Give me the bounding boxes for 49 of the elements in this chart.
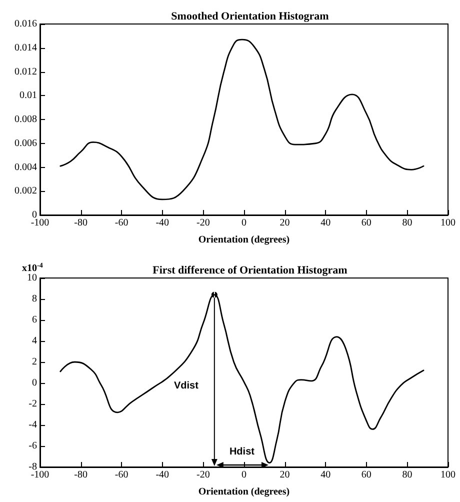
y-tick-label: 0.01 [20,90,37,102]
x-tick-label: -60 [114,218,128,228]
line-series [60,38,424,200]
x-tick-label: 80 [402,218,412,228]
y-tick-label: 0.016 [14,18,37,30]
chart-title: Smoothed Orientation Histogram [171,10,329,22]
y-tick-label: 8 [32,294,37,304]
x-tick-label: -80 [74,470,88,480]
y-tick-label: -4 [28,420,37,430]
x-tick-label: 100 [440,218,456,228]
y-tick-label: 2 [32,356,37,368]
x-tick-label: -20 [196,470,210,480]
y-tick-label: 4 [32,336,37,346]
y-tick-label: -8 [28,462,37,472]
y-tick-label: 0.008 [14,114,37,125]
y-tick-label: 6 [32,314,37,326]
y-tick-label: 10 [27,272,37,284]
x-tick-label: 80 [402,470,412,480]
annotation: Vdist [174,380,200,392]
y-tick-label: 0.002 [14,186,37,197]
annotation: Hdist [229,446,256,458]
x-tick-label: -100 [30,218,50,228]
x-tick-label: 60 [361,218,372,228]
x-tick-label: 60 [361,470,372,480]
x-tick-label: 20 [280,470,290,480]
x-tick-label: 40 [320,470,331,480]
y-tick-label: 0.006 [14,138,37,149]
x-tick-label: -20 [196,218,210,228]
chart-title: First difference of Orientation Histogram [152,264,348,276]
y-tick-label: 0 [32,210,37,220]
y-tick-label: 0.004 [14,162,37,173]
x-tick-label: 0 [242,470,246,480]
x-tick-label: -80 [74,218,88,228]
y-tick-label: -2 [28,398,37,410]
x-tick-label: -40 [156,218,170,228]
x-axis-title: Orientation (degrees) [198,486,290,498]
x-axis-title: Orientation (degrees) [198,234,290,246]
x-tick-label: -40 [156,470,170,480]
y-tick-label: 0.014 [14,42,37,54]
x-tick-label: 0 [242,218,246,228]
x-tick-label: -60 [114,470,128,480]
line-series [60,294,424,464]
x-tick-label: 40 [320,218,331,228]
y-tick-label: -6 [28,440,37,452]
y-tick-label: 0 [32,378,37,388]
x-tick-label: -100 [30,470,50,480]
x-tick-label: 20 [280,218,290,228]
y-tick-label: 0.012 [14,66,37,78]
x-tick-label: 100 [440,470,456,480]
